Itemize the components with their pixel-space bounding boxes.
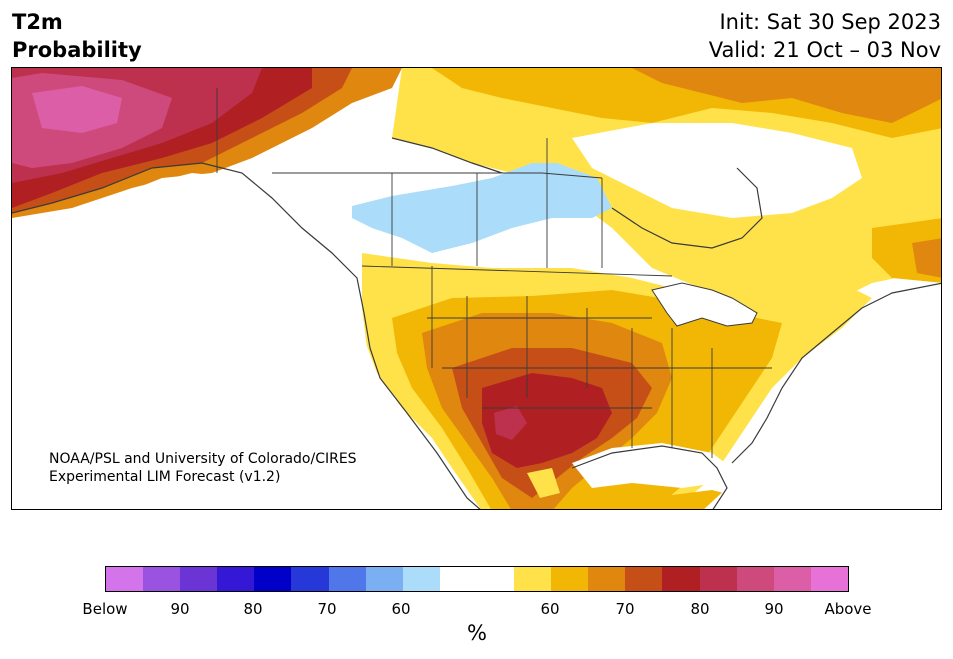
colorbar-swatch <box>476 567 515 591</box>
colorbar-tick-label: 60 <box>540 600 560 618</box>
colorbar-swatch <box>180 567 218 591</box>
colorbar-swatch <box>699 567 737 591</box>
colorbar-swatch <box>217 567 255 591</box>
colorbar-swatch <box>439 567 477 591</box>
pacific-ocean <box>12 173 471 509</box>
forecast-dates: Init: Sat 30 Sep 2023 Valid: 21 Oct – 03… <box>709 8 941 64</box>
great-lakes <box>651 282 758 327</box>
colorbar-swatch <box>736 567 774 591</box>
hudson-neutral <box>572 123 862 218</box>
colorbar-tick-label: Below <box>82 600 128 618</box>
mexico-yellow-region <box>527 468 560 498</box>
colorbar-tick-label: 80 <box>243 600 263 618</box>
colorbar-tick-label: 90 <box>764 600 784 618</box>
valid-range: Valid: 21 Oct – 03 Nov <box>708 38 941 62</box>
colorbar-unit: % <box>467 621 487 645</box>
colorbar-swatch <box>402 567 440 591</box>
colorbar-swatch <box>143 567 181 591</box>
gulf-of-mexico <box>572 443 732 488</box>
texas-rose-region <box>494 406 527 440</box>
colorbar-swatch <box>254 567 292 591</box>
colorbar <box>105 566 849 592</box>
coastlines <box>12 137 941 509</box>
colorbar-swatch <box>365 567 403 591</box>
political-boundaries <box>216 88 772 458</box>
colorbar-swatch <box>810 567 848 591</box>
map-svg <box>12 68 941 509</box>
alaska-lightpink-region <box>32 86 122 133</box>
data-credit: NOAA/PSL and University of Colorado/CIRE… <box>49 450 357 486</box>
colorbar-tick-label: 70 <box>317 600 337 618</box>
product-label: Probability <box>12 38 142 62</box>
colorbar-swatch <box>291 567 329 591</box>
texas-red-region <box>482 373 612 468</box>
colorbar-swatch <box>662 567 700 591</box>
map-title: T2m Probability <box>12 8 142 64</box>
colorbar-swatch <box>773 567 811 591</box>
colorbar-tick-label: Above <box>824 600 872 618</box>
colorbar-swatch <box>588 567 626 591</box>
colorbar-tick-label: 80 <box>690 600 710 618</box>
arctic-orange-region <box>632 68 941 123</box>
credit-line-1: NOAA/PSL and University of Colorado/CIRE… <box>49 451 357 467</box>
colorbar-tick-label: 90 <box>170 600 190 618</box>
init-date: Init: Sat 30 Sep 2023 <box>719 10 941 34</box>
colorbar-tick-label: 60 <box>391 600 411 618</box>
colorbar-swatch <box>625 567 663 591</box>
colorbar-swatch <box>551 567 589 591</box>
credit-line-2: Experimental LIM Forecast (v1.2) <box>49 469 281 485</box>
colorbar-tick-label: 70 <box>615 600 635 618</box>
colorbar-swatch <box>106 567 144 591</box>
variable-label: T2m <box>12 10 63 34</box>
atlantic-ocean <box>704 288 941 509</box>
labrador-orange-region <box>912 238 941 278</box>
forecast-map <box>11 67 942 510</box>
colorbar-swatch <box>514 567 552 591</box>
colorbar-swatch <box>328 567 366 591</box>
